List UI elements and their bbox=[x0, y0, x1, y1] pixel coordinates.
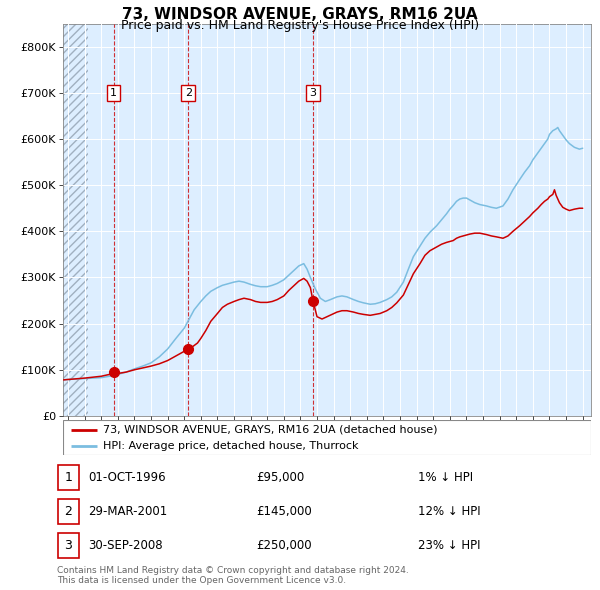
Text: 1% ↓ HPI: 1% ↓ HPI bbox=[418, 471, 473, 484]
Text: 23% ↓ HPI: 23% ↓ HPI bbox=[418, 539, 481, 552]
Text: 73, WINDSOR AVENUE, GRAYS, RM16 2UA: 73, WINDSOR AVENUE, GRAYS, RM16 2UA bbox=[122, 7, 478, 22]
Text: 3: 3 bbox=[64, 539, 73, 552]
Text: 12% ↓ HPI: 12% ↓ HPI bbox=[418, 505, 481, 518]
Text: 01-OCT-1996: 01-OCT-1996 bbox=[88, 471, 166, 484]
Text: Contains HM Land Registry data © Crown copyright and database right 2024.
This d: Contains HM Land Registry data © Crown c… bbox=[57, 566, 409, 585]
Text: 73, WINDSOR AVENUE, GRAYS, RM16 2UA (detached house): 73, WINDSOR AVENUE, GRAYS, RM16 2UA (det… bbox=[103, 425, 437, 435]
Text: 30-SEP-2008: 30-SEP-2008 bbox=[88, 539, 163, 552]
Text: 2: 2 bbox=[185, 88, 192, 98]
Bar bbox=[63, 24, 88, 416]
Text: Price paid vs. HM Land Registry's House Price Index (HPI): Price paid vs. HM Land Registry's House … bbox=[121, 19, 479, 32]
Text: 3: 3 bbox=[310, 88, 316, 98]
Text: 1: 1 bbox=[110, 88, 117, 98]
Text: 2: 2 bbox=[64, 505, 73, 518]
Text: £95,000: £95,000 bbox=[256, 471, 304, 484]
Text: 1: 1 bbox=[64, 471, 73, 484]
Text: £250,000: £250,000 bbox=[256, 539, 312, 552]
Text: HPI: Average price, detached house, Thurrock: HPI: Average price, detached house, Thur… bbox=[103, 441, 358, 451]
Text: £145,000: £145,000 bbox=[256, 505, 312, 518]
Text: 29-MAR-2001: 29-MAR-2001 bbox=[88, 505, 167, 518]
